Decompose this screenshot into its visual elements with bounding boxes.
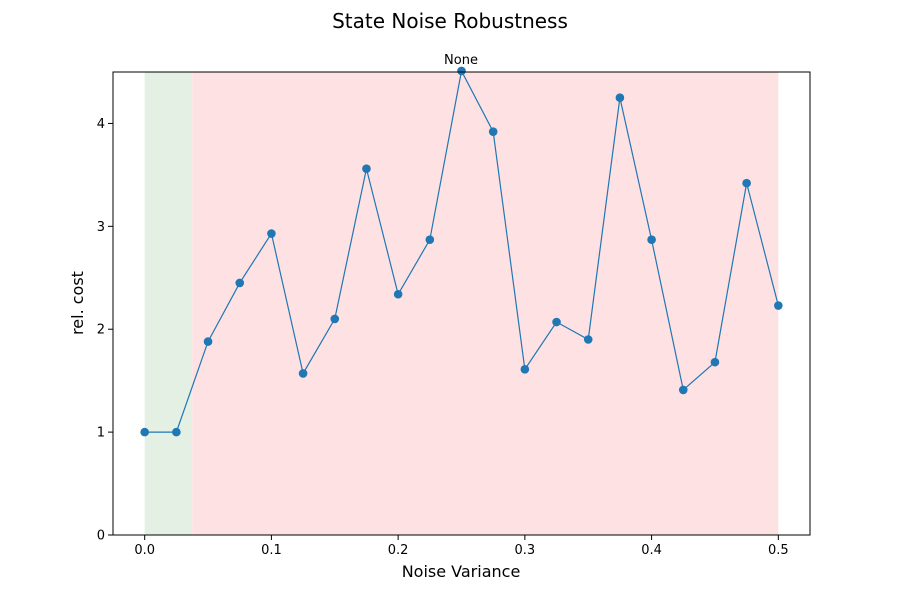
chart-title: State Noise Robustness [332,9,568,33]
y-ticks: 0 1 2 3 4 [97,117,113,544]
data-point [583,335,593,344]
data-point [393,289,403,299]
x-ticks: 0.0 0.1 0.2 0.3 0.4 0.5 [134,535,789,558]
y-axis-label: rel. cost [68,271,87,335]
data-point [267,229,276,238]
data-point [140,427,149,437]
y-tick-label: 2 [97,323,105,338]
data-point [425,235,435,245]
shaded-regions [144,72,779,535]
y-tick-label: 3 [97,220,105,235]
data-point [235,278,245,288]
data-point [615,93,625,103]
y-tick-label: 0 [97,529,105,544]
data-point [172,427,181,437]
x-tick-label: 0.5 [768,543,789,558]
shaded-region-1 [192,72,779,535]
data-point [647,235,656,245]
x-tick-label: 0.3 [515,543,536,558]
series-layer [140,66,783,437]
data-point [552,317,561,327]
y-tick-label: 4 [97,117,105,132]
data-point [203,337,213,346]
x-tick-label: 0.2 [388,543,409,558]
x-tick-label: 0.0 [134,543,155,558]
x-axis-label: Noise Variance [402,562,521,581]
data-point [298,369,308,378]
data-point [362,164,371,174]
x-tick-label: 0.1 [261,543,282,558]
x-tick-label: 0.4 [641,543,662,558]
data-point [710,357,720,367]
axes-title: None [444,53,478,68]
data-point [457,66,466,76]
y-tick-label: 1 [97,426,105,441]
axes-frame [112,71,811,536]
data-point [742,178,751,188]
shaded-region-0 [144,72,193,535]
data-point [678,385,688,395]
data-point [330,314,340,324]
data-point [520,365,530,374]
data-point [488,127,498,136]
data-point [774,301,783,310]
